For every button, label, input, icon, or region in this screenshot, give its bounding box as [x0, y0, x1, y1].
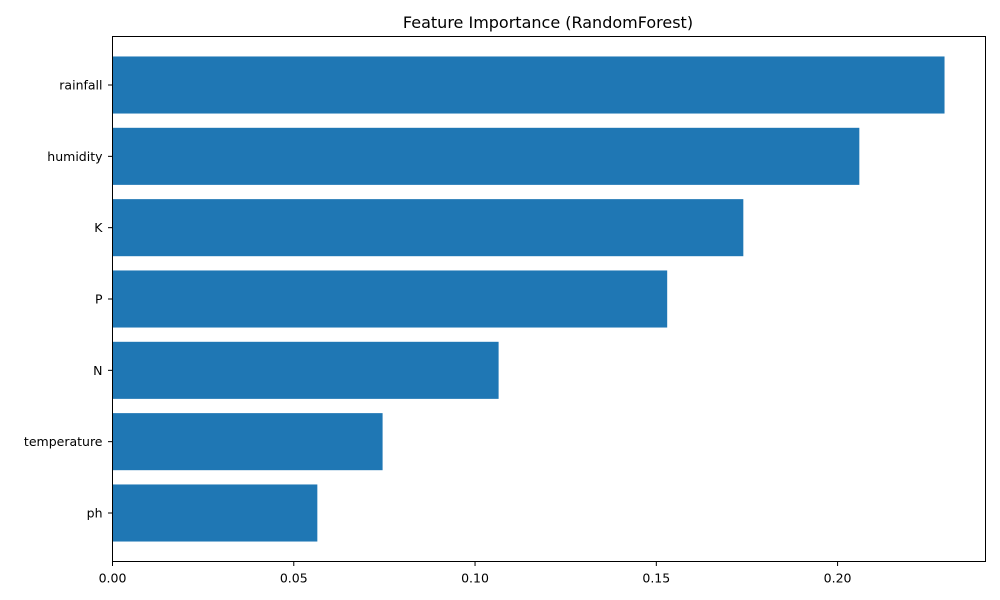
x-tick-label: 0.20 — [824, 571, 852, 586]
x-tick-label: 0.15 — [642, 571, 670, 586]
bar-temperature — [112, 413, 383, 471]
y-tick-label-p: P — [95, 292, 103, 307]
y-tick-label-temperature: temperature — [24, 434, 103, 449]
bar-n — [112, 341, 499, 399]
y-tick-label-ph: ph — [87, 505, 103, 520]
chart-title: Feature Importance (RandomForest) — [403, 13, 693, 32]
bar-p — [112, 270, 668, 328]
x-tick-label: 0.05 — [280, 571, 308, 586]
bars-layer — [112, 56, 945, 542]
bar-ph — [112, 484, 318, 542]
bar-rainfall — [112, 56, 945, 114]
bar-k — [112, 199, 744, 257]
x-tick-label: 0.10 — [461, 571, 489, 586]
bar-humidity — [112, 127, 860, 185]
y-tick-label-humidity: humidity — [47, 149, 103, 164]
x-tick-label: 0.00 — [99, 571, 127, 586]
x-axis-ticks: 0.00 0.05 0.10 0.15 0.20 — [99, 561, 852, 586]
plot-area-frame — [112, 36, 986, 562]
y-tick-label-n: N — [93, 363, 102, 378]
y-tick-label-k: K — [94, 220, 103, 235]
y-tick-label-rainfall: rainfall — [59, 78, 102, 93]
